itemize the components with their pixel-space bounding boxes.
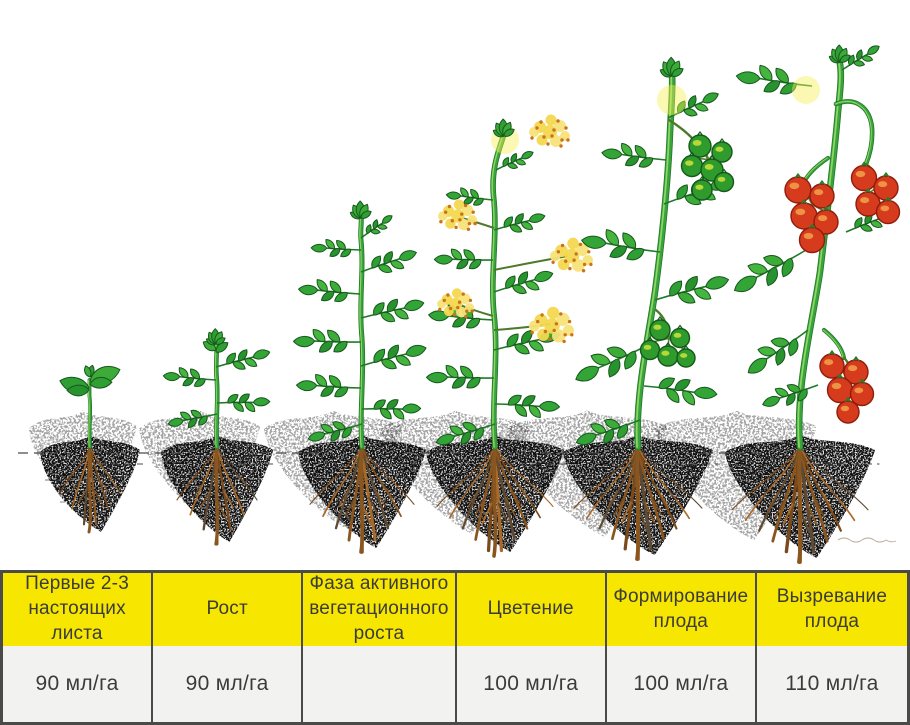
stage-header-5-label: Формирование плода <box>613 585 749 632</box>
stage-header-1: Первые 2-3 настоящих листа <box>3 573 154 646</box>
stage-header-6-label: Вызревание плода <box>776 585 888 632</box>
stage-dose-4: 100 мл/га <box>456 646 607 722</box>
stage-dose-1-value: 90 мл/га <box>35 672 119 696</box>
stage-dose-5-value: 100 мл/га <box>633 672 729 696</box>
stage-header-2: Рост <box>153 573 304 646</box>
stage-dose-4-value: 100 мл/га <box>483 672 579 696</box>
stage-dose-2-value: 90 мл/га <box>185 672 269 696</box>
ripe-fruit-plant-illustration <box>655 44 901 564</box>
stage-dose-6-value: 110 мл/га <box>785 672 879 696</box>
dosage-table: Первые 2-3 настоящих листа Рост Фаза акт… <box>0 570 910 725</box>
stage-dose-5: 100 мл/га <box>606 646 757 722</box>
stage-header-5: Формирование плода <box>606 573 757 646</box>
stage-dose-2: 90 мл/га <box>153 646 304 722</box>
stage-header-3: Фаза активного вегетационного роста <box>303 573 457 646</box>
stage-header-2-label: Рост <box>206 598 248 620</box>
stage-header-4: Цветение <box>456 573 607 646</box>
stage-header-6: Вызревание плода <box>756 573 907 646</box>
stage-header-3-label: Фаза активного вегетационного роста <box>309 573 449 644</box>
flowering-plant-illustration <box>380 114 593 558</box>
seedling-illustration <box>18 364 143 534</box>
stage-dose-6: 110 мл/га <box>756 646 907 722</box>
vegetative-growth-plant-illustration <box>263 200 430 554</box>
artist-signature-squiggle <box>837 537 897 543</box>
young-plant-illustration <box>139 328 277 546</box>
stage-dose-3 <box>303 646 457 722</box>
stage-header-4-label: Цветение <box>487 598 574 620</box>
stage-dose-1: 90 мл/га <box>3 646 154 722</box>
plants-illustration <box>18 44 901 564</box>
stage-header-1-label: Первые 2-3 настоящих листа <box>25 573 129 644</box>
